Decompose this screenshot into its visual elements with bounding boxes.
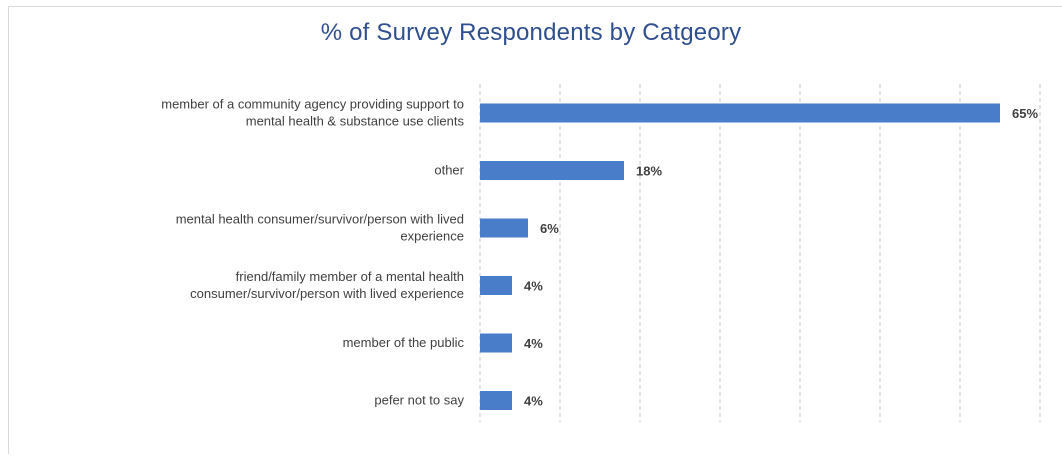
bar: [480, 161, 624, 180]
category-label: other: [434, 163, 464, 178]
bar: [480, 333, 512, 353]
category-label: pefer not to say: [374, 393, 464, 408]
chart-frame: [8, 6, 1062, 454]
bar: [480, 103, 1000, 123]
data-label: 6%: [540, 221, 559, 236]
bar: [480, 276, 512, 295]
bars: [480, 103, 1000, 410]
category-label: member of a community agency providing s…: [161, 97, 464, 129]
data-label: 4%: [524, 394, 543, 409]
category-labels: member of a community agency providing s…: [161, 97, 464, 408]
bar: [480, 391, 512, 410]
data-label: 4%: [524, 336, 543, 351]
category-label: member of the public: [343, 335, 465, 350]
data-label: 65%: [1012, 106, 1038, 121]
chart-title: % of Survey Respondents by Catgeory: [320, 19, 742, 46]
category-label: mental health consumer/survivor/person w…: [176, 212, 464, 244]
data-label: 4%: [524, 279, 543, 294]
category-label: friend/family member of a mental health c…: [190, 269, 464, 301]
grid-lines: [479, 84, 1041, 422]
bar: [480, 218, 528, 238]
data-label: 18%: [636, 164, 662, 179]
value-labels: 65% 18% 6% 4% 4% 4%: [524, 106, 1038, 409]
